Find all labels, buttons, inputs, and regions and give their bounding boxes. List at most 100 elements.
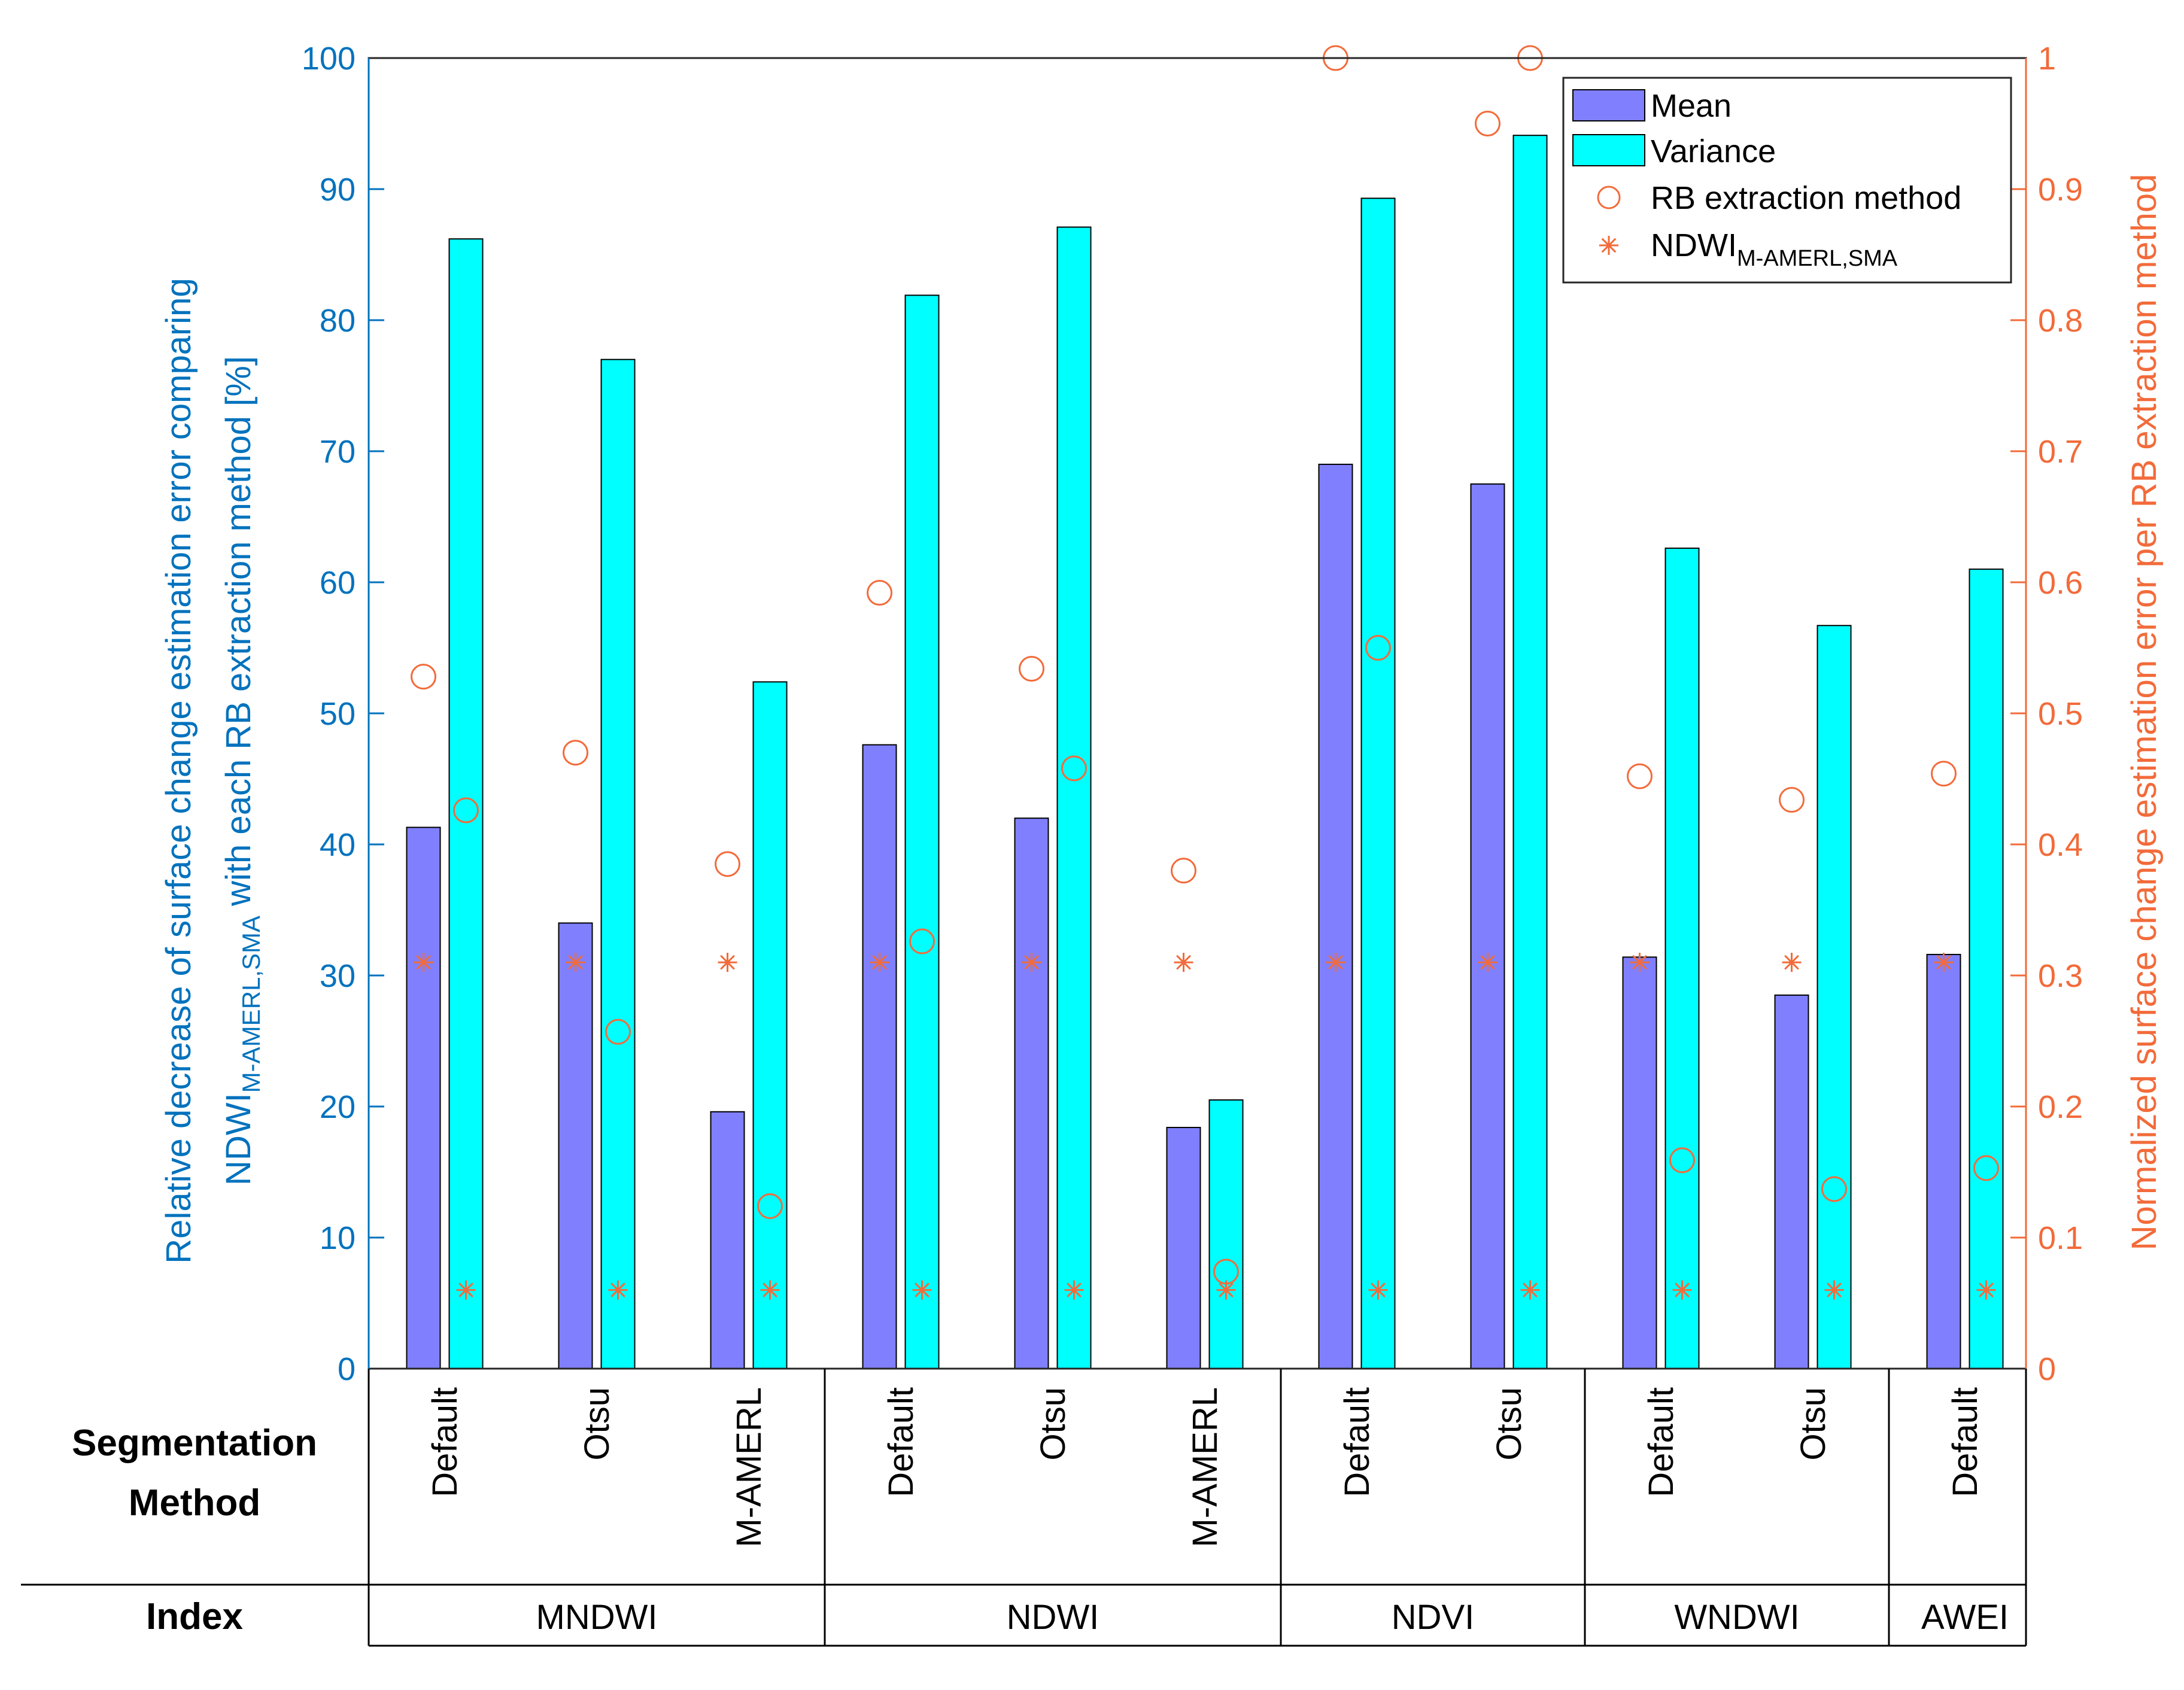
- rb-marker-mean: [1019, 656, 1044, 682]
- ndwi-marker-variance: [1368, 1280, 1388, 1300]
- ndwi-star-stroke: [1601, 238, 1617, 253]
- bar-mean: [1014, 817, 1049, 1369]
- ndwi-marker-mean: [1174, 953, 1193, 972]
- ndwi-star-stroke: [1827, 1282, 1842, 1297]
- bar-variance: [600, 358, 636, 1370]
- ndwi-marker-mean: [870, 953, 889, 972]
- ndwi-star-stroke: [1371, 1282, 1386, 1297]
- rb-marker-mean: [563, 740, 588, 766]
- y-right-tick-label: 1: [2038, 41, 2056, 77]
- legend-rb-marker: [1597, 186, 1621, 209]
- category-label: Otsu: [1794, 1387, 1833, 1461]
- rb-marker-mean: [1475, 111, 1500, 136]
- bar-mean: [1622, 956, 1657, 1369]
- y-right-tick-label: 0.9: [2038, 172, 2083, 208]
- ndwi-star-stroke: [1328, 955, 1343, 970]
- y-left-tick-label: 30: [320, 958, 356, 994]
- bar-variance: [1817, 625, 1852, 1369]
- ndwi-marker-mean: [718, 953, 737, 972]
- bar-variance: [1664, 548, 1700, 1369]
- ndwi-star-stroke: [1784, 955, 1799, 970]
- rb-marker-variance: [757, 1193, 783, 1219]
- ndwi-marker-variance: [456, 1280, 476, 1300]
- category-table: Segmentation Method Index: [21, 1369, 2027, 1647]
- rb-marker-mean: [1779, 787, 1805, 813]
- bar-mean: [1318, 463, 1353, 1369]
- ndwi-star-stroke: [1979, 1282, 1994, 1297]
- rb-marker-variance: [1821, 1176, 1847, 1202]
- bar-mean: [1470, 483, 1505, 1369]
- legend-ndwi-sub: M-AMERL,SMA: [1737, 246, 1898, 271]
- ndwi-star-stroke: [872, 955, 887, 970]
- legend-ndwi-base: NDWI: [1651, 227, 1737, 263]
- ndwi-star-stroke: [1480, 955, 1495, 970]
- y-left-tick-label: 0: [338, 1351, 356, 1387]
- index-group-label: MNDWI: [536, 1598, 658, 1637]
- ndwi-star-stroke: [1936, 955, 1951, 970]
- ndwi-marker-mean: [1630, 953, 1650, 972]
- category-label: Otsu: [1490, 1387, 1529, 1461]
- bar-variance: [448, 238, 484, 1370]
- ndwi-marker-variance: [1672, 1280, 1692, 1300]
- legend-variance-label: Variance: [1651, 133, 1776, 169]
- category-label: Otsu: [1034, 1387, 1073, 1461]
- bar-mean: [1774, 994, 1809, 1369]
- segmentation-label-line1: Segmentation: [72, 1422, 317, 1464]
- y-left-tick-label: 50: [320, 696, 356, 732]
- category-label: Default: [1338, 1387, 1377, 1497]
- ndwi-marker-variance: [1216, 1280, 1236, 1300]
- bar-mean: [1166, 1127, 1201, 1370]
- bar-variance: [1056, 226, 1092, 1369]
- y-right-tick-label: 0.7: [2038, 434, 2083, 470]
- rb-marker-variance: [1973, 1155, 1999, 1181]
- ndwi-marker-mean: [1934, 953, 1954, 972]
- rb-marker-mean: [1627, 763, 1653, 789]
- index-group-label: NDWI: [1007, 1598, 1099, 1637]
- y-left-tick-label: 90: [320, 172, 356, 208]
- index-group-label: NDVI: [1392, 1598, 1475, 1637]
- rb-marker-variance: [605, 1019, 631, 1045]
- ndwi-marker-mean: [1782, 953, 1802, 972]
- legend-mean-swatch: [1572, 89, 1645, 121]
- y-axis-left-title-rest: with each RB extraction method [%]: [219, 356, 258, 916]
- bar-variance: [1512, 135, 1548, 1370]
- rb-marker-variance: [1669, 1147, 1695, 1174]
- ndwi-marker-variance: [1520, 1280, 1540, 1300]
- bar-variance: [752, 681, 788, 1369]
- rb-marker-mean: [1171, 858, 1196, 884]
- bar-variance: [1208, 1099, 1244, 1370]
- rb-marker-mean: [867, 580, 892, 606]
- y-left-tick-label: 40: [320, 827, 356, 863]
- y-right-tick-label: 0: [2038, 1351, 2056, 1387]
- rb-marker-variance: [453, 797, 479, 823]
- bar-mean: [406, 826, 441, 1369]
- ndwi-star-stroke: [1067, 1282, 1082, 1297]
- tick-labels: 0 10 20 30 40 50 60 70 80 90 100 0 0.1 0.2 0.3 0.4 0.5 0.…: [302, 41, 2083, 1387]
- bar-variance: [1360, 197, 1396, 1370]
- ndwi-star-stroke: [720, 955, 735, 970]
- ndwi-marker-mean: [566, 953, 585, 972]
- category-label: M-AMERL: [1186, 1387, 1225, 1547]
- ndwi-marker-variance: [1824, 1280, 1844, 1300]
- index-group-label: AWEI: [1921, 1598, 2009, 1637]
- ndwi-star-stroke: [763, 1282, 777, 1297]
- y-left-tick-label: 20: [320, 1089, 356, 1125]
- ndwi-star-stroke: [1219, 1282, 1234, 1297]
- y-left-tick-label: 70: [320, 434, 356, 470]
- y-left-tick-label: 10: [320, 1220, 356, 1256]
- ndwi-star-stroke: [416, 955, 431, 970]
- bar-variance: [904, 294, 940, 1369]
- rb-marker-variance: [1365, 635, 1391, 661]
- y-axis-left-title-sub: M-AMERL,SMA: [237, 916, 265, 1093]
- y-axis-left-title-base: NDWI: [219, 1093, 258, 1186]
- bars: [406, 135, 2004, 1370]
- ndwi-marker-variance: [912, 1280, 932, 1300]
- rb-marker-mean: [411, 664, 436, 690]
- legend: Mean Variance RB extraction method NDWIM…: [1562, 77, 2012, 284]
- y-right-tick-label: 0.4: [2038, 827, 2083, 863]
- ndwi-marker-mean: [1478, 953, 1497, 972]
- ndwi-star-stroke: [610, 1282, 625, 1297]
- category-label: Default: [1946, 1387, 1985, 1497]
- category-label: Default: [426, 1387, 464, 1497]
